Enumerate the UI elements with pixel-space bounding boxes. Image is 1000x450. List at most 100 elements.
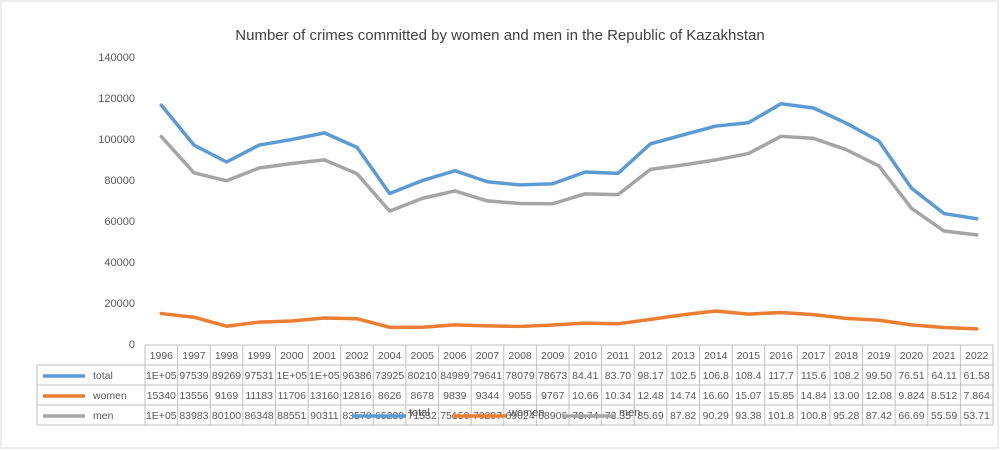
table-cell: 1E+05 (146, 370, 177, 382)
legend-label: women (508, 407, 544, 419)
x-tick-label: 2022 (965, 350, 989, 362)
x-tick-label: 1998 (215, 350, 239, 362)
x-tick-label: 1999 (247, 350, 271, 362)
table-cell: 64.11 (931, 370, 957, 382)
table-cell: 117.7 (768, 370, 794, 382)
table-cell: 9344 (476, 390, 500, 402)
table-cell: 84.41 (572, 370, 598, 382)
table-cell: 15340 (147, 390, 176, 402)
table-cell: 1E+05 (309, 370, 340, 382)
x-tick-label: 2018 (835, 350, 859, 362)
x-tick-label: 2000 (280, 350, 304, 362)
x-tick-label: 2005 (411, 350, 435, 362)
table-cell: 69024 (505, 410, 534, 422)
table-cell: 85.69 (637, 410, 663, 422)
x-tick-label: 2017 (802, 350, 826, 362)
table-cell: 86348 (245, 410, 274, 422)
x-tick-label: 2001 (313, 350, 337, 362)
table-cell: 93.38 (735, 410, 761, 422)
table-cell: 84989 (440, 370, 469, 382)
y-tick-label: 40000 (104, 257, 135, 269)
table-cell: 53.71 (964, 410, 990, 422)
table-cell: 95.28 (833, 410, 859, 422)
y-tick-label: 80000 (104, 175, 135, 187)
table-cell: 80100 (212, 410, 241, 422)
y-tick-label: 0 (129, 339, 135, 351)
x-tick-label: 2019 (867, 350, 891, 362)
table-cell: 79641 (473, 370, 502, 382)
table-cell: 1E+05 (146, 410, 177, 422)
table-cell: 101.8 (768, 410, 794, 422)
table-cell: 73.35 (605, 410, 631, 422)
x-tick-label: 2010 (574, 350, 598, 362)
x-tick-label: 2021 (932, 350, 956, 362)
table-series-name: men (93, 410, 114, 422)
table-cell: 78079 (505, 370, 534, 382)
table-cell: 96386 (342, 370, 371, 382)
table-cell: 14.74 (670, 390, 696, 402)
table-cell: 16.60 (703, 390, 729, 402)
table-cell: 71532 (408, 410, 437, 422)
table-cell: 97531 (245, 370, 274, 382)
x-tick-label: 2004 (378, 350, 402, 362)
table-cell: 9055 (508, 390, 532, 402)
y-tick-label: 100000 (98, 134, 135, 146)
x-tick-label: 2016 (769, 350, 793, 362)
table-cell: 8626 (378, 390, 402, 402)
table-series-name: women (92, 390, 127, 402)
table-cell: 10.34 (605, 390, 631, 402)
table-cell: 10.66 (572, 390, 598, 402)
x-tick-label: 2002 (345, 350, 369, 362)
table-cell: 83983 (179, 410, 208, 422)
y-tick-label: 20000 (104, 298, 135, 310)
table-cell: 15.85 (768, 390, 794, 402)
table-cell: 13160 (310, 390, 339, 402)
table-cell: 9169 (215, 390, 239, 402)
table-cell: 61.58 (964, 370, 990, 382)
table-cell: 68906 (538, 410, 567, 422)
table-cell: 87.82 (670, 410, 696, 422)
table-cell: 55.59 (931, 410, 957, 422)
table-cell: 12816 (342, 390, 371, 402)
series-line (159, 134, 979, 237)
x-tick-label: 2013 (671, 350, 695, 362)
table-cell: 89269 (212, 370, 241, 382)
legend-label: total (409, 407, 430, 419)
table-cell: 78673 (538, 370, 567, 382)
table-cell: 13.00 (833, 390, 859, 402)
table-cell: 13556 (179, 390, 208, 402)
table-cell: 66.69 (898, 410, 924, 422)
table-cell: 99.50 (866, 370, 892, 382)
table-cell: 9.824 (898, 390, 924, 402)
table-series-name: total (93, 370, 113, 382)
table-cell: 12.08 (866, 390, 892, 402)
x-tick-label: 1996 (150, 350, 174, 362)
table-cell: 12.48 (637, 390, 663, 402)
x-tick-label: 2012 (639, 350, 663, 362)
series-line (159, 309, 979, 331)
table-cell: 108.2 (833, 370, 859, 382)
x-tick-label: 2006 (443, 350, 467, 362)
chart-title: Number of crimes committed by women and … (235, 27, 764, 44)
table-cell: 115.6 (801, 370, 827, 382)
table-cell: 106.8 (703, 370, 729, 382)
table-cell: 14.84 (800, 390, 826, 402)
table-cell: 8.512 (931, 390, 957, 402)
x-tick-label: 2015 (737, 350, 761, 362)
table-cell: 7.864 (964, 390, 990, 402)
legend-label: men (619, 407, 640, 419)
x-tick-label: 2020 (900, 350, 924, 362)
table-cell: 73925 (375, 370, 404, 382)
table-cell: 76.51 (898, 370, 924, 382)
table-cell: 9767 (541, 390, 565, 402)
y-tick-label: 140000 (98, 52, 135, 64)
x-tick-label: 2007 (476, 350, 500, 362)
table-cell: 9839 (443, 390, 467, 402)
table-cell: 15.07 (735, 390, 761, 402)
table-cell: 11706 (278, 390, 307, 402)
table-cell: 88551 (277, 410, 306, 422)
table-cell: 108.4 (735, 370, 761, 382)
y-tick-label: 60000 (104, 216, 135, 228)
